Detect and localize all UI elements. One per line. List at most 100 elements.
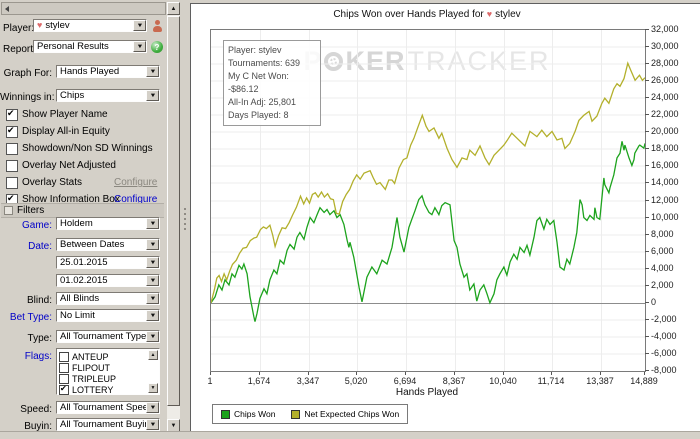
x-tick-label: 13,387 (586, 376, 614, 386)
x-tick (308, 372, 309, 375)
sidebar-collapse-button[interactable] (1, 2, 166, 15)
configure-link[interactable]: Configure (114, 194, 158, 205)
y-tick (645, 165, 649, 166)
dropdown-arrow-icon[interactable] (133, 41, 146, 52)
option-label: Show Player Name (22, 109, 108, 120)
chart-info-box: Player: stylev Tournaments: 639 My C Net W… (223, 40, 321, 126)
y-tick (645, 182, 649, 183)
option-label: Overlay Net Adjusted (22, 160, 116, 171)
scroll-up-icon[interactable]: ▲ (148, 350, 158, 360)
checkbox[interactable] (6, 125, 18, 138)
legend-label: Chips Won (234, 409, 276, 419)
dropdown-arrow-icon[interactable] (146, 293, 159, 304)
info-box-line: My C Net Won: -$86.12 (228, 71, 289, 94)
flag-label: LOTTERY (72, 384, 114, 395)
y-tick (645, 114, 649, 115)
dropdown-arrow-icon[interactable] (146, 402, 159, 413)
date-filter-select[interactable]: Between Dates (56, 238, 160, 251)
legend-swatch (221, 409, 230, 419)
report-select[interactable]: Personal Results (33, 40, 147, 53)
graph-for-value: Hands Played (60, 66, 120, 77)
chart-plot (210, 29, 646, 372)
buyin-filter-select[interactable]: All Tournament Buyins (56, 418, 160, 431)
date-from-select[interactable]: 25.01.2015 (56, 256, 160, 269)
checkbox[interactable] (6, 143, 18, 155)
game-filter-select[interactable]: Holdem (56, 217, 160, 230)
y-tick (645, 217, 649, 218)
chips-won-line (211, 141, 645, 322)
speed-filter-select[interactable]: All Tournament Speeds (56, 401, 160, 414)
y-tick (645, 302, 649, 303)
x-tick-label: 8,367 (442, 376, 466, 386)
y-tick (645, 131, 649, 132)
bottom-strip (0, 431, 700, 439)
blind-filter-label: Blind: (26, 295, 52, 306)
date-filter-label: Date: (28, 241, 52, 252)
dropdown-arrow-icon[interactable] (146, 275, 159, 286)
flag-item[interactable]: FLIPOUT (59, 362, 110, 373)
flag-item[interactable]: ANTEUP (59, 351, 109, 362)
flag-label: FLIPOUT (72, 362, 111, 373)
flag-item[interactable]: LOTTERY (59, 384, 113, 395)
y-tick (645, 29, 649, 30)
x-tick-label: 3,347 (296, 376, 320, 386)
checkbox[interactable] (59, 351, 69, 362)
checkbox[interactable] (6, 177, 18, 189)
panel-splitter[interactable] (180, 0, 190, 438)
scroll-up-icon[interactable]: ▲ (167, 2, 180, 15)
y-tick (645, 370, 649, 371)
x-tick-label: 11,714 (537, 376, 565, 386)
dropdown-arrow-icon[interactable] (146, 66, 159, 77)
dropdown-arrow-icon[interactable] (146, 218, 159, 229)
dropdown-arrow-icon[interactable] (133, 20, 146, 31)
configure-link: Configure (114, 177, 158, 188)
y-tick (645, 336, 649, 337)
scroll-down-icon[interactable]: ▼ (148, 383, 158, 393)
flag-item[interactable]: TRIPLEUP (59, 373, 116, 384)
checkbox[interactable] (6, 160, 18, 172)
y-tick-label: 22,000 (651, 109, 679, 119)
dropdown-arrow-icon[interactable] (146, 257, 159, 268)
dropdown-arrow-icon[interactable] (146, 310, 159, 321)
checkbox[interactable] (59, 362, 69, 373)
type-filter-label: Type: (27, 333, 52, 344)
checkbox[interactable] (6, 108, 18, 121)
date-to-select[interactable]: 01.02.2015 (56, 274, 160, 287)
y-tick (645, 63, 649, 64)
bet-type-filter-select[interactable]: No Limit (56, 309, 160, 322)
y-tick-label: 28,000 (651, 58, 679, 68)
y-tick (645, 268, 649, 269)
y-tick (645, 234, 649, 235)
report-help-icon[interactable] (151, 41, 163, 53)
info-box-line: Player: stylev (228, 45, 282, 55)
checkbox[interactable] (59, 384, 69, 395)
option-label: Showdown/Non SD Winnings (22, 143, 153, 154)
checkbox[interactable] (59, 373, 69, 384)
site-icon: ♥ (37, 20, 43, 30)
player-person-icon[interactable] (151, 20, 163, 32)
x-tick (600, 372, 601, 375)
legend-item: Chips Won (221, 409, 275, 419)
scrollbar-thumb[interactable] (167, 16, 180, 406)
collapse-box-icon (4, 206, 13, 215)
player-select[interactable]: ♥ stylev (33, 19, 147, 32)
dropdown-arrow-icon[interactable] (146, 419, 159, 430)
type-filter-select[interactable]: All Tournament Types (56, 330, 160, 343)
dropdown-arrow-icon[interactable] (146, 239, 159, 250)
x-tick (356, 372, 357, 375)
winnings-in-label: Winnings in: (0, 92, 55, 103)
report-label: Report: (3, 44, 36, 55)
winnings-in-select[interactable]: Chips (56, 89, 160, 102)
filters-header[interactable]: Filters (1, 203, 164, 218)
option-row: Display All-in Equity (0, 125, 168, 139)
dropdown-arrow-icon[interactable] (146, 90, 159, 101)
y-tick-label: -6,000 (651, 348, 677, 358)
graph-for-select[interactable]: Hands Played (56, 65, 160, 78)
flags-listbox[interactable]: ANTEUPFLIPOUTTRIPLEUPLOTTERY ▲ ▼ (56, 348, 160, 395)
sidebar-scrollbar[interactable]: ▲ ▼ (167, 2, 180, 436)
buyin-filter-label: Buyin: (24, 421, 52, 432)
y-tick (645, 148, 649, 149)
blind-filter-select[interactable]: All Blinds (56, 292, 160, 305)
player-select-value: stylev (45, 20, 70, 31)
dropdown-arrow-icon[interactable] (146, 331, 159, 342)
